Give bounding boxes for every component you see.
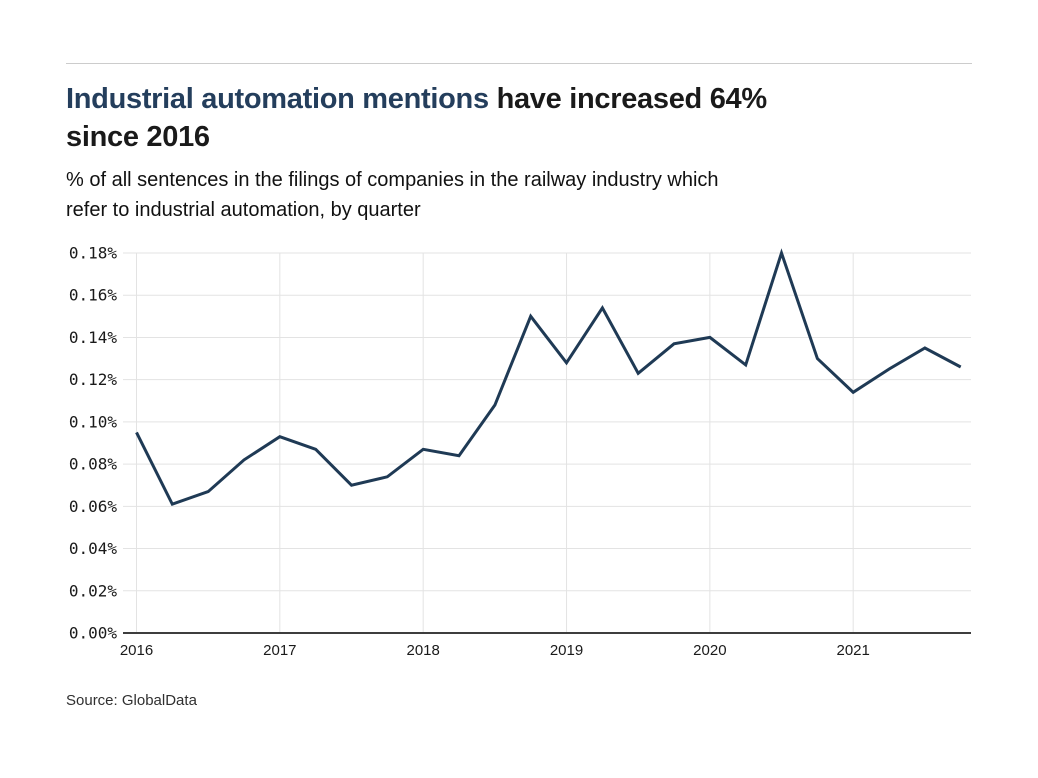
x-axis-tick-label: 2020 bbox=[693, 642, 726, 659]
y-axis-tick-label: 0.02% bbox=[69, 581, 118, 600]
x-axis-tick-label: 2021 bbox=[837, 642, 870, 659]
subtitle-line-2: refer to industrial automation, by quart… bbox=[66, 199, 421, 221]
chart-line bbox=[135, 248, 962, 507]
y-axis-tick-label: 0.14% bbox=[69, 328, 118, 347]
x-axis-tick-label: 2018 bbox=[406, 642, 439, 659]
title-rest-text: have increased 64% bbox=[488, 83, 768, 115]
chart-subtitle: % of all sentences in the filings of com… bbox=[66, 165, 986, 225]
title-line-1: Industrial automation mentions have incr… bbox=[66, 80, 976, 118]
title-line-2: since 2016 bbox=[66, 121, 210, 153]
source-text: Source: GlobalData bbox=[66, 692, 197, 709]
page-title: Industrial automation mentions have incr… bbox=[66, 80, 976, 156]
y-axis-tick-label: 0.18% bbox=[69, 244, 118, 263]
y-axis-tick-label: 0.04% bbox=[69, 539, 118, 558]
x-axis-tick-label: 2019 bbox=[550, 642, 583, 659]
y-axis-tick-label: 0.06% bbox=[69, 497, 118, 516]
top-divider-line bbox=[66, 63, 972, 64]
x-axis-tick-label: 2016 bbox=[120, 642, 153, 659]
y-axis-tick-label: 0.10% bbox=[69, 412, 118, 431]
y-axis-tick-label: 0.08% bbox=[69, 455, 118, 474]
title-accent-text: Industrial automation mentions bbox=[66, 83, 489, 115]
y-axis-tick-label: 0.16% bbox=[69, 286, 118, 305]
x-axis-tick-label: 2017 bbox=[263, 642, 296, 659]
subtitle-line-1: % of all sentences in the filings of com… bbox=[66, 169, 719, 191]
y-axis-tick-label: 0.00% bbox=[69, 624, 118, 643]
line-chart: 0.00% 0.02% 0.04% 0.06% 0.08% 0.10% 0.12% 0.14%… bbox=[69, 244, 971, 659]
y-axis-tick-label: 0.12% bbox=[69, 370, 118, 389]
